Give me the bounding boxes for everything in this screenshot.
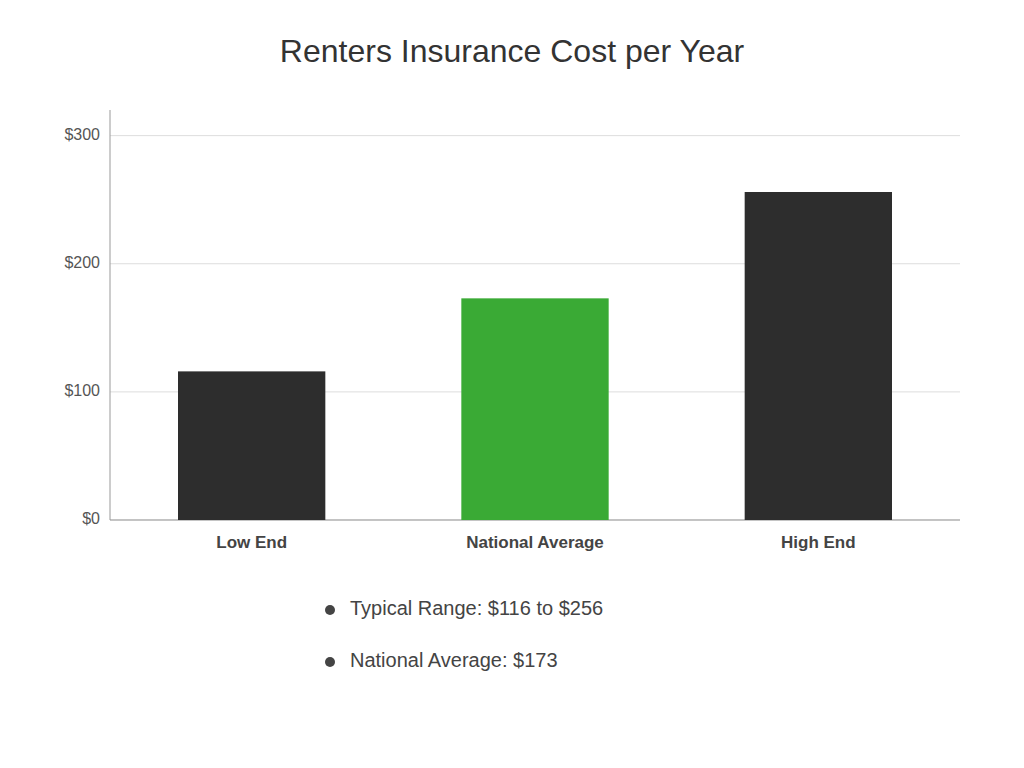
y-tick-label: $0 — [82, 510, 100, 527]
bar — [461, 298, 608, 520]
bar — [745, 192, 892, 520]
y-tick-label: $200 — [64, 254, 100, 271]
y-axis-line — [110, 110, 111, 520]
page: {"chart_data": {"type": "bar", "title": … — [0, 0, 1024, 768]
y-tick-label: $300 — [64, 126, 100, 143]
chart: Renters Insurance Cost per Year $0 $100 $20… — [0, 0, 1024, 768]
grid-line — [110, 135, 960, 136]
annotation: National Average: $173 — [350, 649, 558, 671]
title: Renters Insurance Cost per Year — [280, 33, 745, 69]
y-tick-label: $100 — [64, 382, 100, 399]
bar — [178, 371, 325, 520]
x-tick-label: Low End — [216, 533, 287, 552]
annotation: Typical Range: $116 to $256 — [350, 597, 603, 619]
bars — [178, 192, 892, 520]
bullet — [325, 605, 335, 615]
bullet — [325, 657, 335, 667]
x-tick-label: High End — [781, 533, 856, 552]
x-tick-label: National Average — [466, 533, 604, 552]
grid — [110, 136, 960, 520]
